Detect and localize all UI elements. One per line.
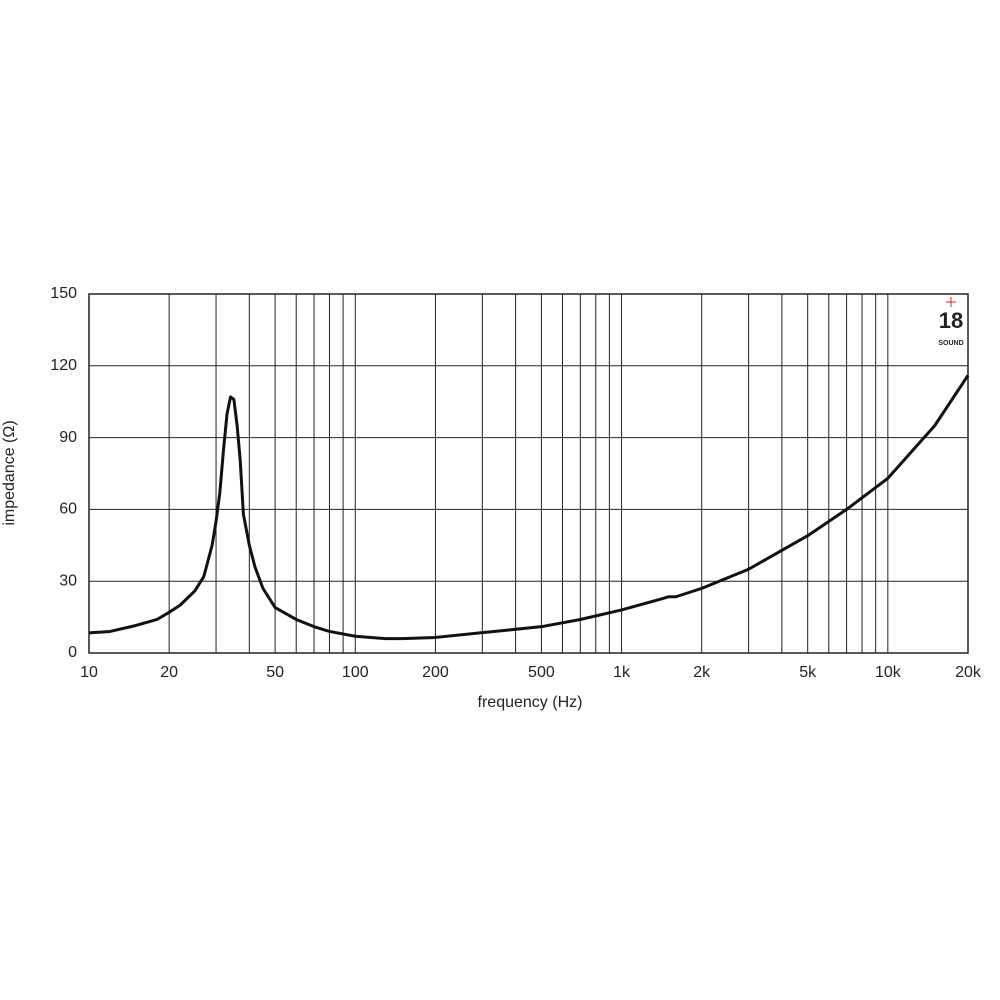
plot-frame <box>88 293 969 654</box>
logo-number: 18 <box>939 308 963 333</box>
x-tick-label: 5k <box>799 664 817 681</box>
logo: 18 SOUND <box>938 297 964 347</box>
x-tick-label: 10k <box>875 664 902 681</box>
y-tick-label: 150 <box>50 285 77 302</box>
x-tick-label: 500 <box>528 664 555 681</box>
impedance-line <box>88 374 970 641</box>
logo-brand: SOUND <box>938 340 963 347</box>
x-tick-label: 10 <box>80 664 98 681</box>
x-tick-label: 100 <box>342 664 369 681</box>
y-tick-label: 60 <box>59 501 77 518</box>
y-tick-label: 30 <box>59 572 77 589</box>
x-tick-label: 20 <box>160 664 178 681</box>
x-tick-label: 200 <box>422 664 449 681</box>
x-tick-label: 2k <box>693 664 711 681</box>
y-tick-label: 0 <box>68 644 77 661</box>
x-tick-label: 50 <box>266 664 284 681</box>
y-tick-label: 90 <box>59 429 77 446</box>
x-tick-label: 20k <box>955 664 982 681</box>
y-tick-label: 120 <box>50 357 77 374</box>
x-axis-label: frequency (Hz) <box>478 694 583 711</box>
y-axis-label: impedance (Ω) <box>1 420 18 525</box>
x-tick-label: 1k <box>613 664 631 681</box>
